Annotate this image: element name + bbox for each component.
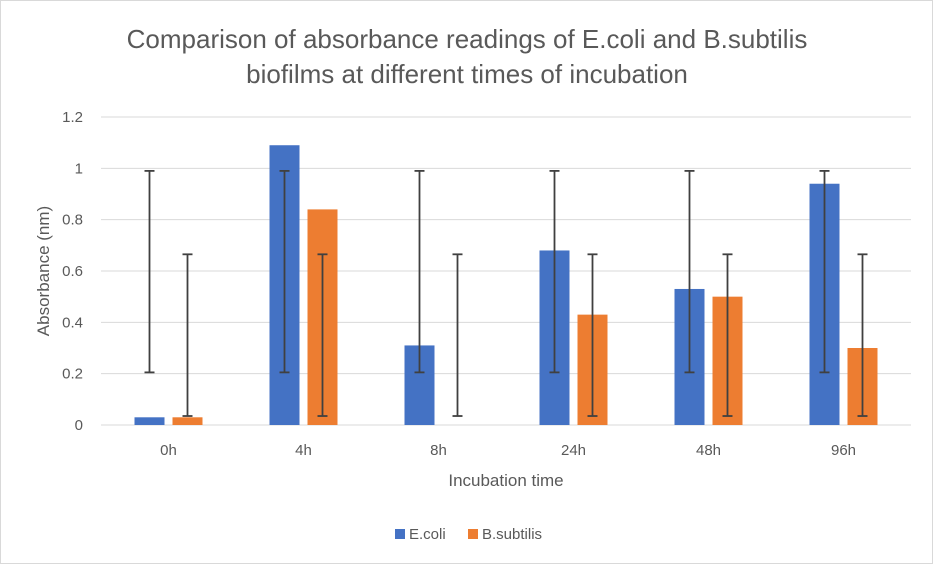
bar-e-coli-0h xyxy=(134,417,165,425)
chart-title-line-1: Comparison of absorbance readings of E.c… xyxy=(127,24,808,54)
legend-swatch-e-coli xyxy=(395,529,405,539)
error-bar-e-coli-4h xyxy=(279,169,290,374)
x-tick-labels: 0h 4h 8h 24h 48h 96h xyxy=(160,442,856,459)
x-axis-title: Incubation time xyxy=(448,471,563,490)
legend: E.coli B.subtilis xyxy=(395,526,542,543)
bars xyxy=(134,145,878,425)
legend-label-e-coli: E.coli xyxy=(409,526,446,543)
legend-swatch-b-subtilis xyxy=(468,529,478,539)
bar-b-subtilis-0h xyxy=(172,417,203,425)
error-bar-b-subtilis-48h xyxy=(722,253,733,417)
error-bar-b-subtilis-0h xyxy=(182,253,193,417)
y-tick-label: 1 xyxy=(75,160,83,177)
error-bar-e-coli-0h xyxy=(144,169,155,374)
x-tick-label: 24h xyxy=(561,442,586,459)
error-bar-e-coli-24h xyxy=(549,169,560,374)
error-bar-e-coli-48h xyxy=(684,169,695,374)
x-tick-label: 4h xyxy=(295,442,312,459)
x-tick-label: 0h xyxy=(160,442,177,459)
legend-label-b-subtilis: B.subtilis xyxy=(482,526,542,543)
gridlines xyxy=(101,116,911,426)
x-tick-label: 8h xyxy=(430,442,447,459)
error-bar-e-coli-8h xyxy=(414,169,425,374)
error-bar-e-coli-96h xyxy=(819,169,830,374)
y-tick-label: 1.2 xyxy=(62,109,83,126)
y-tick-labels: 0 0.2 0.4 0.6 0.8 1 1.2 xyxy=(62,109,83,434)
x-tick-label: 96h xyxy=(831,442,856,459)
error-bar-b-subtilis-8h xyxy=(452,253,463,417)
y-tick-label: 0.6 xyxy=(62,263,83,280)
error-bar-b-subtilis-4h xyxy=(317,253,328,417)
y-tick-label: 0.2 xyxy=(62,366,83,383)
y-axis-title: Absorbance (nm) xyxy=(34,206,53,336)
chart-title-line-2: biofilms at different times of incubatio… xyxy=(246,59,688,89)
error-bars xyxy=(144,169,868,417)
y-tick-label: 0 xyxy=(75,417,83,434)
y-tick-label: 0.8 xyxy=(62,212,83,229)
error-bar-b-subtilis-96h xyxy=(857,253,868,417)
x-tick-label: 48h xyxy=(696,442,721,459)
error-bar-b-subtilis-24h xyxy=(587,253,598,417)
y-tick-label: 0.4 xyxy=(62,314,83,331)
